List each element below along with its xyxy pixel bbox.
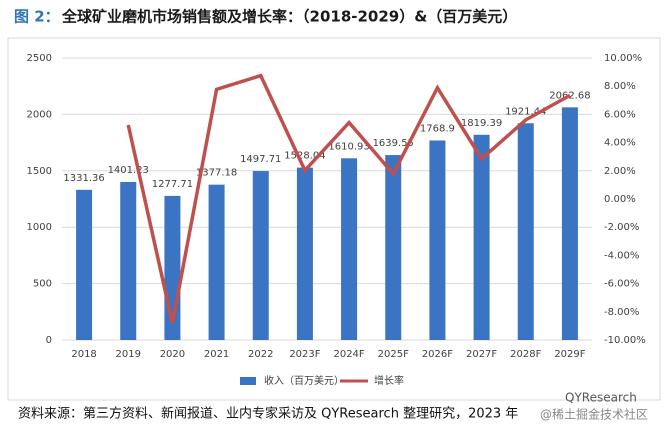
y2-tick-label: -8.00% (604, 307, 639, 318)
y2-tick-label: -10.00% (604, 335, 646, 346)
y2-tick-label: 8.00% (604, 81, 636, 92)
watermark: QYResearch (565, 391, 637, 405)
bar (76, 189, 93, 340)
figure-label: 图 2： (14, 8, 60, 26)
bar (208, 184, 225, 340)
chart-frame (7, 37, 661, 401)
y2-tick-label: 10.00% (604, 53, 642, 64)
y-tick-label: 2500 (27, 53, 52, 64)
bar (252, 171, 269, 340)
value-label: 1331.36 (63, 173, 104, 184)
bar (296, 167, 313, 340)
x-tick-label: 2021 (204, 349, 229, 360)
value-label: 1639.55 (373, 138, 414, 149)
value-label: 1528.04 (284, 151, 325, 162)
watermark: @稀土掘金技术社区 (540, 407, 648, 422)
x-tick-label: 2025F (378, 349, 409, 360)
y2-tick-label: 0.00% (604, 194, 636, 205)
value-label: 1921.44 (505, 106, 546, 117)
y2-tick-label: -4.00% (604, 250, 639, 261)
y-tick-label: 500 (33, 279, 52, 290)
y2-tick-label: 2.00% (604, 166, 636, 177)
value-label: 1401.23 (108, 165, 149, 176)
bar (385, 155, 402, 340)
value-label: 1277.71 (152, 179, 193, 190)
legend-label: 增长率 (374, 374, 404, 387)
value-label: 1377.18 (196, 168, 237, 179)
x-tick-label: 2028F (510, 349, 541, 360)
y-tick-label: 2000 (27, 109, 52, 120)
bar (517, 123, 534, 340)
bar (341, 158, 358, 340)
x-tick-label: 2019 (116, 349, 141, 360)
legend-label: 收入（百万美元） (264, 374, 344, 387)
x-tick-label: 2018 (71, 349, 96, 360)
source-note: 资料来源：第三方资料、新闻报道、业内专家采访及 QYResearch 整理研究，… (18, 406, 518, 422)
bar (561, 107, 578, 340)
y-tick-label: 0 (46, 335, 52, 346)
x-tick-label: 2027F (466, 349, 497, 360)
value-label: 1768.9 (420, 123, 455, 134)
value-label: 1819.39 (461, 118, 502, 129)
x-tick-label: 2020 (160, 349, 185, 360)
y2-tick-label: 4.00% (604, 138, 636, 149)
line (126, 73, 571, 324)
bar (429, 140, 446, 340)
x-tick-label: 2029F (554, 349, 585, 360)
x-tick-label: 2023F (289, 349, 320, 360)
y-tick-label: 1500 (27, 166, 52, 177)
bar (120, 181, 137, 340)
chart-title: 全球矿业磨机市场销售额及增长率：（2018-2029）&（百万美元） (61, 8, 517, 26)
y2-tick-label: -2.00% (604, 222, 639, 233)
value-label: 1497.71 (240, 154, 281, 165)
bar (473, 134, 490, 340)
legend-swatch (240, 377, 256, 385)
y2-tick-label: -6.00% (604, 279, 639, 290)
value-label: 1610.93 (328, 141, 369, 152)
y-tick-label: 1000 (27, 222, 52, 233)
x-tick-label: 2026F (422, 349, 453, 360)
x-tick-label: 2022 (248, 349, 273, 360)
y2-tick-label: 6.00% (604, 109, 636, 120)
x-tick-label: 2024F (333, 349, 364, 360)
